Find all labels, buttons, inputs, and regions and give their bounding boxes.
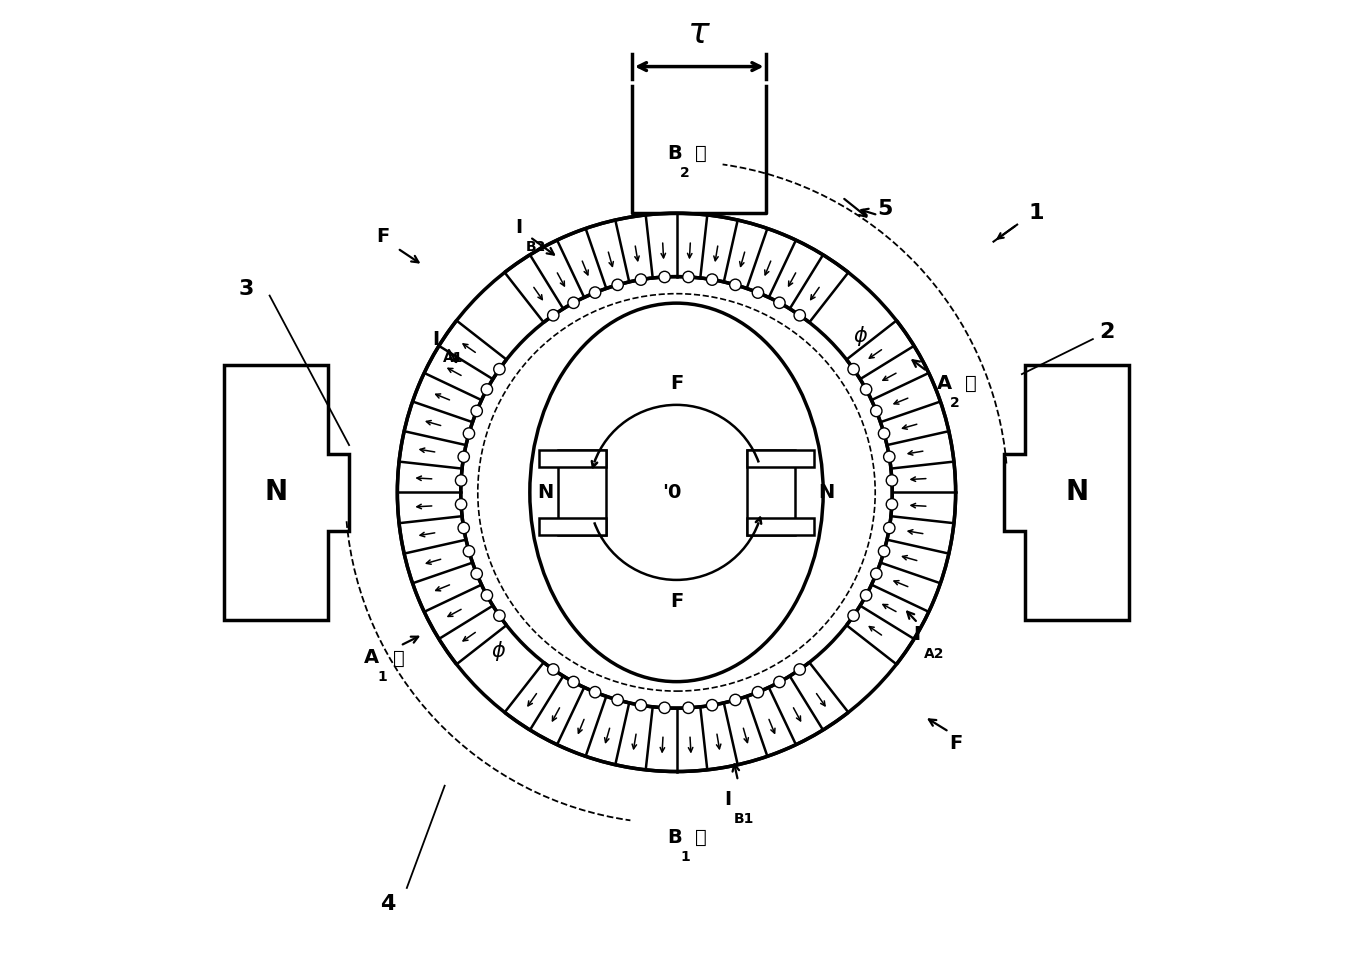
Circle shape bbox=[612, 279, 624, 291]
Circle shape bbox=[398, 213, 955, 771]
Circle shape bbox=[461, 276, 892, 708]
Text: 1: 1 bbox=[1028, 203, 1043, 223]
Circle shape bbox=[568, 298, 579, 308]
Bar bbox=[747, 518, 813, 535]
Text: 2: 2 bbox=[681, 166, 690, 180]
Text: N: N bbox=[819, 482, 835, 502]
Circle shape bbox=[683, 702, 694, 714]
Text: F: F bbox=[670, 591, 683, 611]
Circle shape bbox=[848, 610, 859, 621]
Text: 3: 3 bbox=[238, 279, 253, 299]
Circle shape bbox=[774, 676, 785, 688]
Text: A2: A2 bbox=[924, 646, 944, 661]
Bar bbox=[747, 450, 813, 467]
Circle shape bbox=[635, 699, 647, 711]
Circle shape bbox=[612, 694, 624, 706]
Circle shape bbox=[870, 405, 882, 417]
Text: 5: 5 bbox=[877, 198, 893, 219]
Text: I: I bbox=[724, 791, 731, 810]
Text: F: F bbox=[670, 374, 683, 393]
Circle shape bbox=[659, 272, 670, 283]
Text: I: I bbox=[913, 625, 920, 644]
Ellipse shape bbox=[530, 303, 823, 682]
Circle shape bbox=[886, 499, 897, 510]
Text: 上: 上 bbox=[695, 828, 708, 847]
Polygon shape bbox=[1004, 365, 1128, 620]
Circle shape bbox=[494, 363, 505, 375]
Circle shape bbox=[494, 610, 505, 621]
Circle shape bbox=[870, 568, 882, 580]
Text: 1: 1 bbox=[681, 850, 690, 864]
Text: $\phi$: $\phi$ bbox=[854, 325, 869, 349]
Circle shape bbox=[590, 687, 601, 698]
Polygon shape bbox=[225, 365, 349, 620]
Circle shape bbox=[456, 499, 467, 510]
Text: N: N bbox=[1065, 479, 1088, 507]
Text: 4: 4 bbox=[380, 894, 395, 914]
Circle shape bbox=[456, 475, 467, 486]
Text: A1: A1 bbox=[442, 351, 463, 365]
Text: I: I bbox=[515, 218, 522, 237]
Text: 上: 上 bbox=[392, 648, 405, 667]
Text: 2: 2 bbox=[950, 396, 959, 410]
Text: N: N bbox=[537, 482, 553, 502]
Text: 上: 上 bbox=[965, 374, 977, 393]
Circle shape bbox=[463, 546, 475, 557]
Text: A: A bbox=[936, 374, 953, 393]
Circle shape bbox=[752, 287, 763, 299]
Circle shape bbox=[861, 589, 871, 601]
Circle shape bbox=[886, 475, 897, 486]
Circle shape bbox=[482, 589, 492, 601]
Text: B1: B1 bbox=[735, 812, 755, 826]
Circle shape bbox=[548, 664, 559, 675]
Circle shape bbox=[471, 568, 483, 580]
Text: $\phi$: $\phi$ bbox=[491, 639, 506, 664]
Text: F: F bbox=[376, 227, 390, 247]
Text: 上: 上 bbox=[695, 144, 708, 163]
Circle shape bbox=[794, 310, 805, 321]
Circle shape bbox=[459, 451, 469, 462]
Text: I: I bbox=[433, 329, 440, 349]
Circle shape bbox=[548, 310, 559, 321]
Circle shape bbox=[752, 687, 763, 698]
Circle shape bbox=[774, 298, 785, 308]
Circle shape bbox=[590, 287, 601, 299]
Circle shape bbox=[884, 451, 894, 462]
Circle shape bbox=[482, 384, 492, 395]
Text: '0: '0 bbox=[662, 482, 682, 502]
Circle shape bbox=[861, 384, 871, 395]
Text: N: N bbox=[265, 479, 288, 507]
Bar bbox=[747, 450, 794, 535]
Circle shape bbox=[878, 546, 890, 557]
Circle shape bbox=[659, 702, 670, 714]
Bar bbox=[540, 450, 606, 467]
Circle shape bbox=[878, 428, 890, 439]
Circle shape bbox=[729, 694, 741, 706]
Circle shape bbox=[794, 664, 805, 675]
Circle shape bbox=[729, 279, 741, 291]
Circle shape bbox=[463, 428, 475, 439]
Circle shape bbox=[706, 273, 718, 285]
Text: 1: 1 bbox=[377, 670, 387, 685]
Text: 2: 2 bbox=[1100, 322, 1115, 342]
Circle shape bbox=[848, 363, 859, 375]
Circle shape bbox=[706, 699, 718, 711]
Circle shape bbox=[471, 405, 483, 417]
Bar bbox=[540, 518, 606, 535]
Text: F: F bbox=[948, 734, 962, 753]
Circle shape bbox=[635, 273, 647, 285]
Text: A: A bbox=[364, 648, 379, 667]
Text: $\mathit{\tau}$: $\mathit{\tau}$ bbox=[687, 15, 712, 49]
Text: B2: B2 bbox=[526, 240, 547, 253]
Text: B: B bbox=[667, 144, 682, 163]
Circle shape bbox=[459, 522, 469, 534]
Text: B: B bbox=[667, 828, 682, 847]
Circle shape bbox=[568, 676, 579, 688]
Bar bbox=[559, 450, 606, 535]
Circle shape bbox=[884, 522, 894, 534]
Circle shape bbox=[683, 272, 694, 283]
